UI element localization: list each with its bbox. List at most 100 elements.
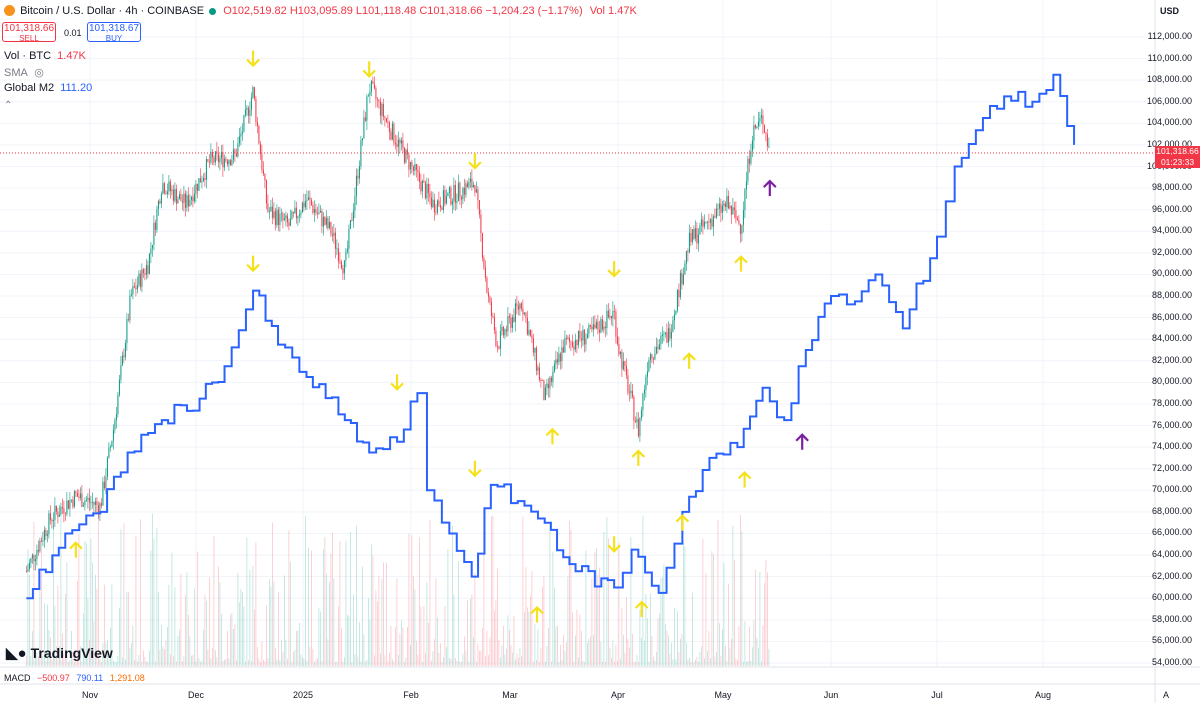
candle-body bbox=[79, 493, 81, 498]
candle-body bbox=[181, 201, 183, 203]
price-tick-label: 68,000.00 bbox=[1151, 505, 1192, 516]
volume-bar bbox=[221, 614, 222, 666]
candle-body bbox=[78, 496, 80, 498]
candle-body bbox=[150, 248, 152, 254]
candle-body bbox=[568, 337, 570, 342]
legend-sma[interactable]: SMA ◎ bbox=[4, 66, 44, 79]
candle-body bbox=[333, 232, 335, 236]
candle-body bbox=[33, 554, 35, 562]
candle-body bbox=[136, 284, 138, 290]
volume-bar bbox=[596, 548, 597, 666]
candle-body bbox=[64, 513, 66, 515]
candle-body bbox=[558, 353, 560, 363]
volume-bar bbox=[338, 606, 339, 666]
volume-bar bbox=[695, 659, 696, 666]
volume-bar bbox=[384, 655, 386, 666]
candle-body bbox=[567, 337, 569, 339]
candle-body bbox=[394, 142, 396, 145]
volume-bar bbox=[401, 620, 402, 666]
time-tick-label: 2025 bbox=[292, 690, 314, 700]
volume-bar bbox=[165, 640, 167, 666]
candle-body bbox=[672, 320, 674, 332]
candle-body bbox=[637, 418, 639, 437]
symbol-header[interactable]: Bitcoin / U.S. Dollar · 4h · COINBASE O1… bbox=[4, 5, 637, 17]
volume-bar bbox=[542, 587, 543, 666]
volume-bar bbox=[422, 661, 423, 666]
volume-bar bbox=[347, 614, 348, 666]
volume-bar bbox=[402, 627, 404, 666]
volume-bar bbox=[59, 646, 60, 666]
volume-bar bbox=[309, 647, 311, 666]
candle-body bbox=[156, 209, 158, 230]
candle-body bbox=[244, 109, 246, 115]
volume-bar bbox=[143, 650, 144, 666]
volume-bar bbox=[483, 540, 485, 666]
candle-body bbox=[582, 329, 584, 341]
candle-body bbox=[420, 181, 422, 192]
candle-body bbox=[469, 178, 471, 182]
macd-label: MACD bbox=[4, 673, 31, 683]
candle-body bbox=[516, 303, 518, 306]
volume-bar bbox=[527, 607, 528, 666]
volume-bar bbox=[297, 630, 299, 666]
sell-button[interactable]: 101,318.66 SELL bbox=[2, 22, 56, 43]
candle-body bbox=[75, 491, 77, 494]
collapse-legend-icon[interactable]: ⌃ bbox=[4, 100, 13, 111]
volume-bar bbox=[291, 661, 293, 666]
auto-scale-button[interactable]: A bbox=[1163, 690, 1170, 700]
candle-body bbox=[400, 140, 402, 144]
candle-body bbox=[172, 189, 174, 201]
currency-label[interactable]: USD bbox=[1160, 6, 1180, 16]
volume-bar bbox=[282, 651, 284, 666]
volume-bar bbox=[249, 569, 251, 666]
volume-bar bbox=[605, 662, 606, 666]
volume-bar bbox=[708, 631, 710, 666]
volume-bar bbox=[161, 624, 162, 666]
volume-bar bbox=[693, 661, 695, 666]
volume-bar bbox=[560, 644, 561, 666]
candle-body bbox=[364, 117, 366, 121]
volume-bar bbox=[152, 513, 153, 666]
candle-body bbox=[34, 558, 36, 562]
candle-body bbox=[735, 210, 737, 219]
volume-bar bbox=[168, 584, 170, 666]
candle-body bbox=[382, 103, 384, 117]
volume-bar bbox=[726, 661, 728, 666]
volume-bar bbox=[147, 661, 149, 666]
candle-body bbox=[460, 197, 462, 200]
candle-body bbox=[559, 353, 561, 362]
candle-body bbox=[693, 229, 695, 239]
volume-bar bbox=[210, 658, 212, 666]
volume-bar bbox=[504, 654, 506, 666]
candle-body bbox=[688, 232, 690, 253]
candle-body bbox=[763, 124, 765, 133]
volume-bar bbox=[545, 661, 546, 666]
candle-body bbox=[319, 210, 321, 213]
candle-body bbox=[703, 221, 705, 227]
price-tick-label: 74,000.00 bbox=[1151, 441, 1192, 452]
candle-body bbox=[403, 147, 405, 163]
candle-body bbox=[123, 355, 125, 358]
volume-bar bbox=[413, 576, 414, 666]
volume-bar bbox=[762, 625, 764, 666]
price-tick-label: 104,000.00 bbox=[1146, 117, 1192, 128]
volume-bar bbox=[759, 571, 761, 666]
buy-button[interactable]: 101,318.67 BUY bbox=[87, 22, 141, 43]
volume-bar bbox=[528, 611, 530, 666]
volume-bar bbox=[651, 635, 653, 666]
price-tick-label: 90,000.00 bbox=[1151, 268, 1192, 279]
volume-bar bbox=[290, 561, 291, 666]
volume-bar bbox=[647, 618, 648, 666]
legend-volume[interactable]: Vol · BTC 1.47K bbox=[4, 50, 86, 62]
volume-bar bbox=[707, 651, 708, 666]
candle-body bbox=[214, 151, 216, 163]
volume-bar bbox=[431, 660, 432, 666]
legend-global-m2[interactable]: Global M2 111.20 bbox=[4, 82, 92, 94]
candle-body bbox=[492, 316, 494, 317]
volume-bar bbox=[492, 515, 494, 666]
macd-legend[interactable]: MACD −500.97 790.11 1,291.08 bbox=[4, 673, 145, 683]
eye-hidden-icon[interactable]: ◎ bbox=[34, 67, 44, 79]
candle-body bbox=[279, 213, 281, 226]
volume-bar bbox=[635, 661, 636, 666]
